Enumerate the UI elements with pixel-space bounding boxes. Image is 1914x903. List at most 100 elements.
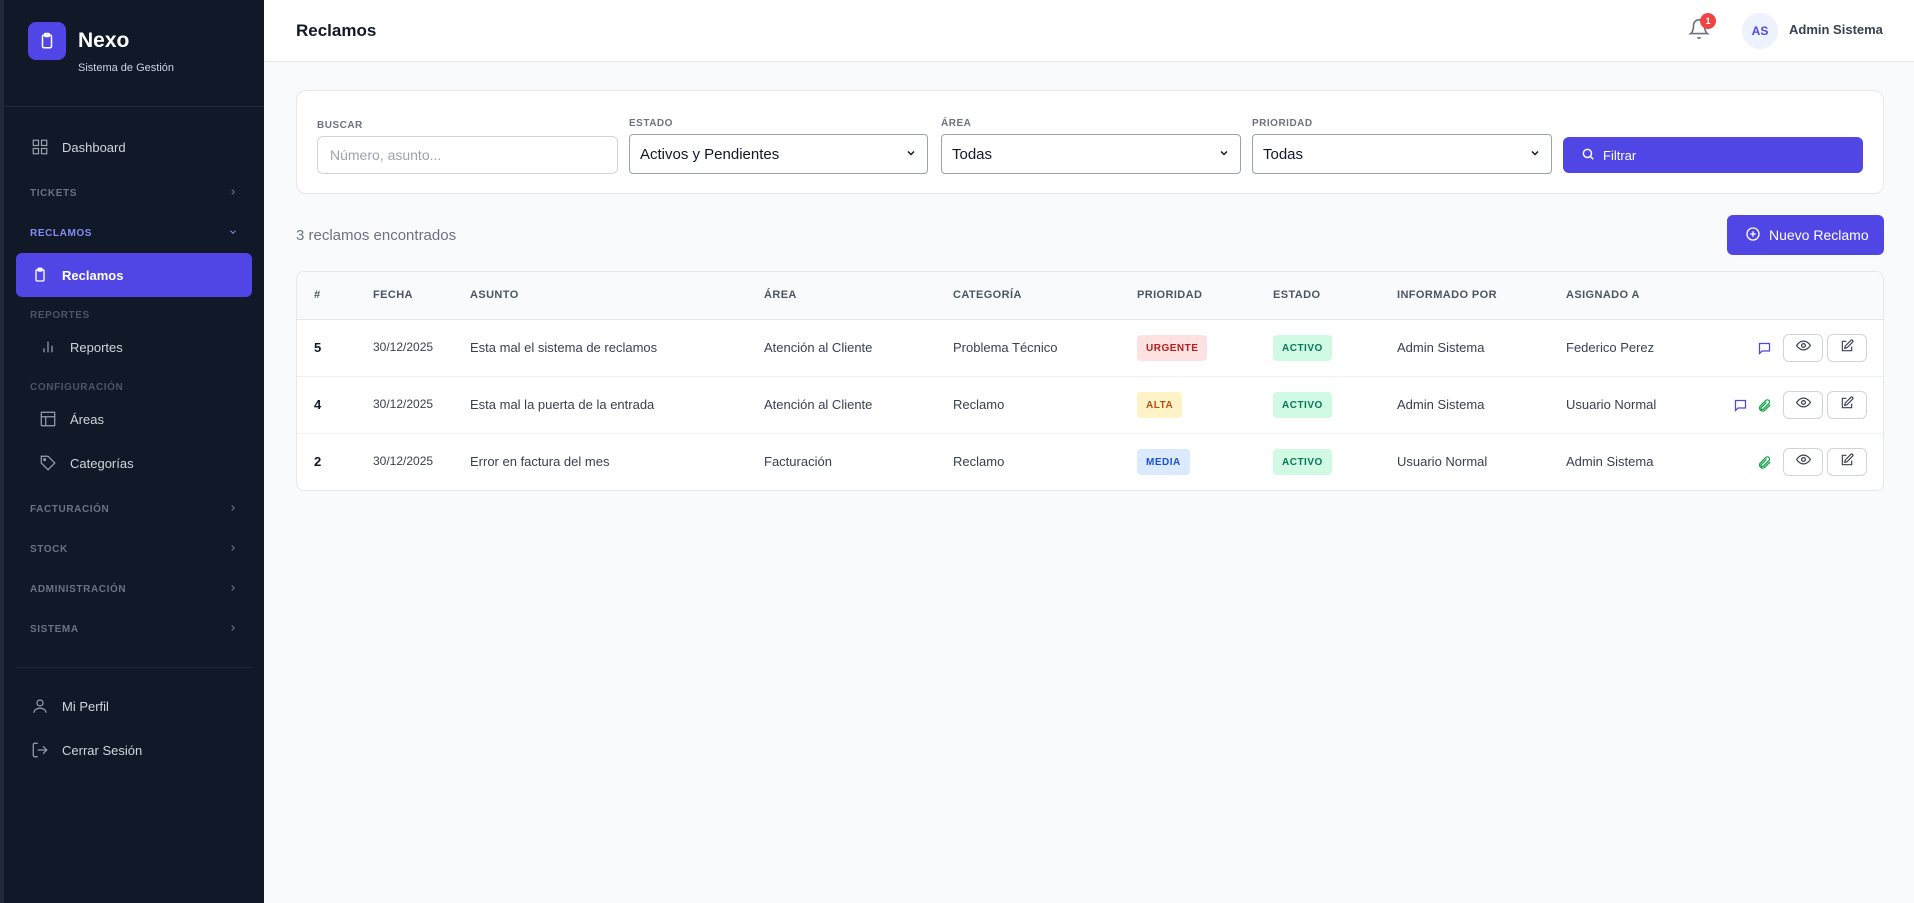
- sidebar-section-sistema[interactable]: SISTEMA: [16, 609, 252, 649]
- estado-select-value: Activos y Pendientes: [640, 145, 780, 163]
- results-count: 3 reclamos encontrados: [296, 227, 457, 244]
- sidebar-item-reclamos[interactable]: Reclamos: [16, 253, 252, 297]
- eye-icon: [1795, 452, 1811, 472]
- eye-icon: [1795, 395, 1811, 415]
- sidebar-item-label: Categorías: [70, 455, 134, 471]
- comment-icon[interactable]: [1755, 339, 1773, 357]
- sidebar-item-reportes[interactable]: Reportes: [16, 325, 252, 369]
- row-actions: [1755, 448, 1867, 476]
- chevron-down-icon: [1218, 146, 1230, 163]
- view-button[interactable]: [1783, 391, 1823, 419]
- estado-select[interactable]: Activos y Pendientes: [629, 134, 928, 174]
- attachment-icon[interactable]: [1755, 453, 1773, 471]
- eye-icon: [1795, 338, 1811, 358]
- filter-button-label: Filtrar: [1603, 147, 1637, 163]
- sidebar-group-reportes: REPORTES: [30, 310, 90, 321]
- status-badge: ACTIVO: [1273, 449, 1332, 475]
- edit-button[interactable]: [1827, 391, 1867, 419]
- column-header: FECHA: [373, 289, 413, 301]
- row-actions: [1731, 391, 1867, 419]
- cell-num: 4: [314, 397, 322, 412]
- sidebar: Nexo Sistema de Gestión Dashboard TICKET…: [0, 0, 264, 903]
- filter-button[interactable]: Filtrar: [1563, 137, 1863, 173]
- attachment-icon[interactable]: [1755, 396, 1773, 414]
- cell-asunto: Error en factura del mes: [470, 454, 610, 469]
- grid-icon: [30, 137, 50, 157]
- sidebar-section-stock[interactable]: STOCK: [16, 529, 252, 569]
- table-row[interactable]: 2 30/12/2025 Error en factura del mes Fa…: [297, 434, 1883, 490]
- cell-categoria: Reclamo: [953, 397, 1005, 412]
- sidebar-item-cerrar-sesion[interactable]: Cerrar Sesión: [16, 728, 252, 772]
- page-title: Reclamos: [296, 20, 377, 40]
- area-select[interactable]: Todas: [941, 134, 1241, 174]
- column-header: INFORMADO POR: [1397, 289, 1497, 301]
- notifications-button[interactable]: 1: [1688, 13, 1716, 44]
- chevron-right-icon: [228, 543, 238, 556]
- edit-icon: [1840, 339, 1854, 358]
- comment-icon[interactable]: [1731, 396, 1749, 414]
- sidebar-item-dashboard[interactable]: Dashboard: [16, 125, 252, 169]
- cell-asignado: Usuario Normal: [1566, 397, 1657, 412]
- section-label: FACTURACIÓN: [30, 503, 110, 515]
- plus-circle-icon: [1745, 226, 1769, 245]
- section-label: TICKETS: [30, 187, 77, 199]
- brand: Nexo Sistema de Gestión: [4, 0, 264, 107]
- sidebar-item-areas[interactable]: Áreas: [16, 397, 252, 441]
- cell-area: Atención al Cliente: [764, 340, 873, 355]
- chevron-right-icon: [228, 187, 238, 200]
- sidebar-item-mi-perfil[interactable]: Mi Perfil: [16, 684, 252, 728]
- prioridad-select-value: Todas: [1263, 145, 1304, 163]
- cell-area: Atención al Cliente: [764, 397, 873, 412]
- sidebar-section-reclamos[interactable]: RECLAMOS: [16, 213, 252, 253]
- table-row[interactable]: 4 30/12/2025 Esta mal la puerta de la en…: [297, 377, 1883, 434]
- table-row[interactable]: 5 30/12/2025 Esta mal el sistema de recl…: [297, 320, 1883, 377]
- status-badge: ACTIVO: [1273, 335, 1332, 361]
- cell-num: 2: [314, 454, 322, 469]
- priority-badge: MEDIA: [1137, 449, 1190, 475]
- view-button[interactable]: [1783, 334, 1823, 362]
- chevron-down-icon: [1529, 146, 1541, 163]
- area-label: ÁREA: [941, 118, 972, 129]
- cell-asignado: Federico Perez: [1566, 340, 1655, 355]
- cell-asunto: Esta mal la puerta de la entrada: [470, 397, 655, 412]
- chevron-right-icon: [228, 503, 238, 516]
- estado-label: ESTADO: [629, 118, 673, 129]
- priority-badge: ALTA: [1137, 392, 1183, 418]
- priority-badge: URGENTE: [1137, 335, 1208, 361]
- filters-card: BUSCAR ESTADO Activos y Pendientes ÁREA …: [296, 90, 1884, 194]
- cell-informado: Usuario Normal: [1397, 454, 1488, 469]
- sidebar-item-categorias[interactable]: Categorías: [16, 441, 252, 485]
- sidebar-section-facturacion[interactable]: FACTURACIÓN: [16, 489, 252, 529]
- cell-asignado: Admin Sistema: [1566, 454, 1654, 469]
- section-label: STOCK: [30, 543, 68, 555]
- prioridad-select[interactable]: Todas: [1252, 134, 1552, 174]
- chevron-down-icon: [228, 227, 238, 240]
- section-label: RECLAMOS: [30, 227, 93, 239]
- sidebar-item-label: Cerrar Sesión: [62, 742, 143, 758]
- view-button[interactable]: [1783, 448, 1823, 476]
- cell-fecha: 30/12/2025: [373, 397, 434, 411]
- sidebar-item-label: Reclamos: [62, 267, 124, 283]
- section-label: SISTEMA: [30, 623, 79, 635]
- bell-icon: [1688, 19, 1710, 44]
- reclamos-table: # FECHA ASUNTO ÁREA CATEGORÍA PRIORIDAD …: [296, 271, 1884, 491]
- sidebar-item-label: Mi Perfil: [62, 698, 109, 714]
- cell-categoria: Reclamo: [953, 454, 1005, 469]
- new-reclamo-button[interactable]: Nuevo Reclamo: [1727, 215, 1884, 255]
- sidebar-section-administracion[interactable]: ADMINISTRACIÓN: [16, 569, 252, 609]
- search-input[interactable]: [317, 136, 618, 174]
- user-name[interactable]: Admin Sistema: [1789, 22, 1883, 37]
- cell-fecha: 30/12/2025: [373, 454, 434, 468]
- avatar[interactable]: AS: [1742, 13, 1778, 49]
- sidebar-section-tickets[interactable]: TICKETS: [16, 173, 252, 213]
- column-header: ASIGNADO A: [1566, 289, 1640, 301]
- cell-informado: Admin Sistema: [1397, 397, 1485, 412]
- status-badge: ACTIVO: [1273, 392, 1332, 418]
- sidebar-item-label: Dashboard: [62, 139, 126, 155]
- edit-button[interactable]: [1827, 334, 1867, 362]
- edit-button[interactable]: [1827, 448, 1867, 476]
- table-header: # FECHA ASUNTO ÁREA CATEGORÍA PRIORIDAD …: [297, 272, 1883, 320]
- column-header: PRIORIDAD: [1137, 289, 1203, 301]
- sidebar-item-label: Áreas: [70, 411, 104, 427]
- search-label: BUSCAR: [317, 120, 363, 131]
